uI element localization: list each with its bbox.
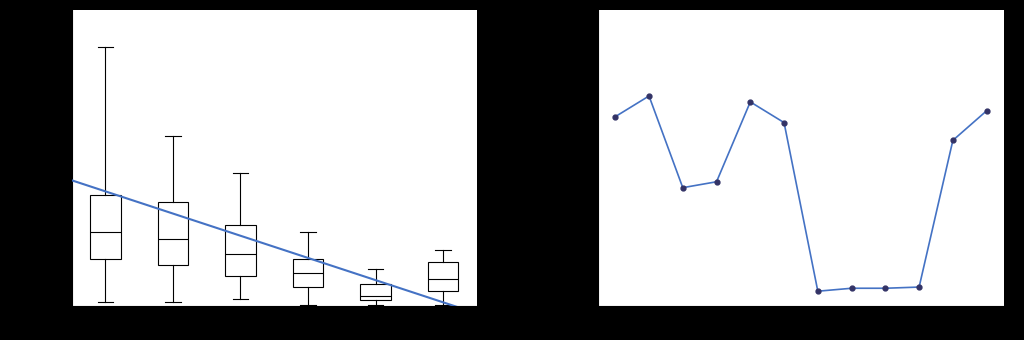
PathPatch shape: [90, 195, 121, 259]
PathPatch shape: [293, 259, 324, 287]
PathPatch shape: [428, 262, 459, 291]
PathPatch shape: [225, 225, 256, 276]
PathPatch shape: [360, 284, 391, 300]
PathPatch shape: [158, 203, 188, 265]
